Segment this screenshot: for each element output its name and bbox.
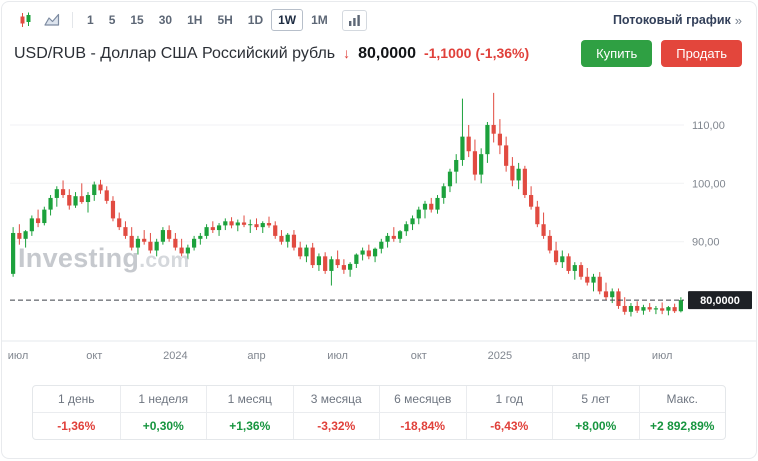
perf-value: -1,36% bbox=[57, 419, 96, 433]
indicators-icon bbox=[348, 14, 360, 26]
perf-cell-max: Макс. +2 892,89% bbox=[638, 386, 725, 439]
buy-button[interactable]: Купить bbox=[581, 40, 653, 67]
interval-1d[interactable]: 1D bbox=[241, 9, 270, 31]
streaming-chart-link[interactable]: Потоковый график » bbox=[613, 13, 742, 28]
interval-15[interactable]: 15 bbox=[123, 9, 150, 31]
perf-cell-1y: 1 год -6,43% bbox=[465, 386, 552, 439]
svg-text:80,0000: 80,0000 bbox=[700, 295, 740, 307]
price-down-arrow-icon: ↓ bbox=[343, 44, 351, 61]
svg-text:июл: июл bbox=[652, 350, 673, 362]
svg-text:2024: 2024 bbox=[163, 350, 187, 362]
perf-period-label: 1 месяц bbox=[207, 386, 293, 413]
svg-text:окт: окт bbox=[86, 350, 102, 362]
interval-1[interactable]: 1 bbox=[80, 9, 101, 31]
performance-table: 1 день -1,36% 1 неделя +0,30% 1 месяц +1… bbox=[32, 385, 726, 440]
interval-1m[interactable]: 1M bbox=[304, 9, 335, 31]
chart-toolbar: 1 5 15 30 1H 5H 1D 1W 1M Потоковый графи… bbox=[2, 2, 756, 34]
perf-period-label: 1 год bbox=[466, 386, 552, 413]
indicators-button[interactable] bbox=[341, 9, 367, 31]
trade-actions: Купить Продать bbox=[581, 40, 742, 67]
svg-text:100,00: 100,00 bbox=[692, 178, 726, 190]
interval-5[interactable]: 5 bbox=[102, 9, 123, 31]
perf-cell-3m: 3 месяца -3,32% bbox=[292, 386, 379, 439]
svg-text:110,00: 110,00 bbox=[692, 120, 725, 132]
svg-text:90,00: 90,00 bbox=[692, 237, 720, 249]
streaming-chart-label: Потоковый график bbox=[612, 13, 731, 27]
svg-text:2025: 2025 bbox=[488, 350, 512, 362]
svg-text:окт: окт bbox=[411, 350, 427, 362]
candlestick-icon bbox=[20, 12, 30, 27]
interval-1w[interactable]: 1W bbox=[271, 9, 304, 31]
area-chart-icon bbox=[44, 13, 60, 26]
interval-1h[interactable]: 1H bbox=[180, 9, 209, 31]
sell-button[interactable]: Продать bbox=[661, 40, 742, 67]
price-change-percent: (-1,36%) bbox=[475, 44, 530, 61]
perf-period-label: 1 день bbox=[33, 386, 120, 413]
perf-value: -3,32% bbox=[317, 419, 356, 433]
interval-30[interactable]: 30 bbox=[152, 9, 179, 31]
perf-period-label: 6 месяцев bbox=[380, 386, 466, 413]
svg-text:июл: июл bbox=[327, 350, 348, 362]
toolbar-left-group: 1 5 15 30 1H 5H 1D 1W 1M bbox=[12, 9, 367, 31]
chart-area: 110,00 100,00 90,00 июл окт 2024 апр июл окт 2025… bbox=[2, 73, 756, 373]
perf-value: -18,84% bbox=[400, 419, 446, 433]
svg-text:июл: июл bbox=[8, 350, 29, 362]
perf-cell-1d: 1 день -1,36% bbox=[33, 386, 120, 439]
perf-cell-1m: 1 месяц +1,36% bbox=[206, 386, 293, 439]
last-price: 80,0000 bbox=[358, 44, 416, 62]
toolbar-divider bbox=[72, 12, 73, 28]
title-wrap: USD/RUB - Доллар США Российский рубль ↓ … bbox=[14, 45, 529, 63]
perf-cell-6m: 6 месяцев -18,84% bbox=[379, 386, 466, 439]
perf-period-label: 1 неделя bbox=[120, 386, 206, 413]
perf-value: +8,00% bbox=[575, 419, 617, 433]
price-change-value: -1,1000 bbox=[423, 44, 472, 61]
svg-text:апр: апр bbox=[572, 350, 590, 362]
candlestick-chart[interactable]: 110,00 100,00 90,00 июл окт 2024 апр июл окт 2025… bbox=[2, 73, 757, 373]
perf-value: +1,36% bbox=[229, 419, 271, 433]
perf-value: +0,30% bbox=[142, 419, 184, 433]
perf-value: +2 892,89% bbox=[650, 419, 715, 433]
price-change: -1,1000 (-1,36%) bbox=[424, 45, 529, 61]
double-chevron-right-icon: » bbox=[734, 12, 742, 28]
interval-5h[interactable]: 5H bbox=[210, 9, 239, 31]
perf-cell-1w: 1 неделя +0,30% bbox=[119, 386, 206, 439]
candlestick-type-button[interactable] bbox=[12, 9, 38, 31]
perf-period-label: 3 месяца bbox=[293, 386, 379, 413]
perf-period-label: 5 лет bbox=[553, 386, 639, 413]
perf-value: -6,43% bbox=[490, 419, 529, 433]
perf-period-label: Макс. bbox=[639, 386, 725, 413]
area-type-button[interactable] bbox=[39, 9, 65, 31]
svg-text:апр: апр bbox=[247, 350, 265, 362]
instrument-header: USD/RUB - Доллар США Российский рубль ↓ … bbox=[2, 34, 756, 73]
perf-cell-5y: 5 лет +8,00% bbox=[552, 386, 639, 439]
instrument-title: USD/RUB - Доллар США Российский рубль bbox=[14, 44, 336, 62]
